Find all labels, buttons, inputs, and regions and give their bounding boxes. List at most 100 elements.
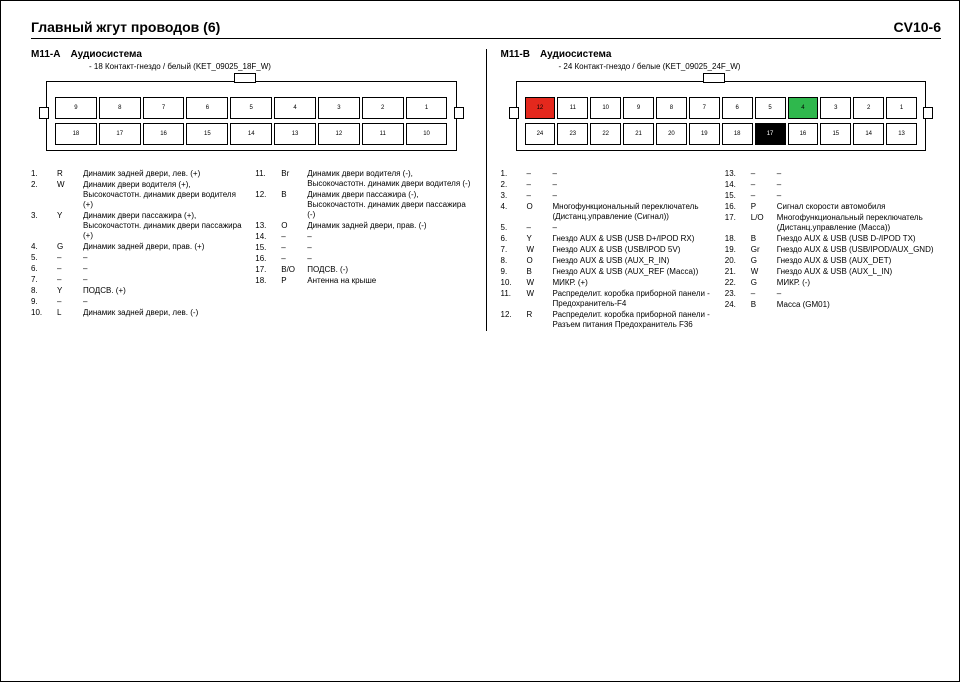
legend-row: 8. Y ПОДСВ. (+) (31, 286, 247, 296)
legend-desc: – (83, 264, 247, 274)
pin-12: 12 (525, 97, 556, 119)
legend-wire-color: Gr (751, 245, 773, 255)
legend-wire-color: R (527, 310, 549, 330)
pin-13: 13 (274, 123, 316, 145)
column-divider (486, 49, 487, 331)
legend-desc: Динамик задней двери, лев. (-) (83, 308, 247, 318)
legend-desc: – (83, 297, 247, 307)
legend-pin-num: 4. (31, 242, 53, 252)
connector-panel-b: M11-BАудиосистема- 24 Контакт-гнездо / б… (501, 49, 942, 331)
legend-wire-color: B (281, 190, 303, 220)
legend-row: 13. O Динамик задней двери, прав. (-) (255, 221, 471, 231)
title-row: Главный жгут проводов (6) CV10-6 (31, 19, 941, 39)
legend-desc: Гнездо AUX & USB (AUX_REF (Масса)) (553, 267, 717, 277)
legend-pin-num: 8. (31, 286, 53, 296)
legend-wire-color: W (527, 289, 549, 309)
connector-diagram: 987654321181716151413121110 (31, 77, 472, 155)
legend-pin-num: 21. (725, 267, 747, 277)
legend-desc: – (307, 254, 471, 264)
legend-row: 8.OГнездо AUX & USB (AUX_R_IN) (501, 256, 717, 266)
legend-wire-color: G (751, 256, 773, 266)
pin-15: 15 (186, 123, 228, 145)
legend-desc: Гнездо AUX & USB (AUX_L_IN) (777, 267, 941, 277)
legend-pin-num: 2. (31, 180, 53, 210)
pin-13: 13 (886, 123, 917, 145)
legend-pin-num: 14. (725, 180, 747, 190)
legend-wire-color: P (751, 202, 773, 212)
pin-24: 24 (525, 123, 556, 145)
legend-row: 2.–– (501, 180, 717, 190)
pin-8: 8 (656, 97, 687, 119)
legend-wire-color: B/O (281, 265, 303, 275)
pin-5: 5 (755, 97, 786, 119)
legend-row: 9.BГнездо AUX & USB (AUX_REF (Масса)) (501, 267, 717, 277)
legend-wire-color: B (751, 300, 773, 310)
legend-wire-color: P (281, 276, 303, 286)
legend-desc: Антенна на крыше (307, 276, 471, 286)
legend-row: 15.–– (255, 243, 471, 253)
legend-desc: Распределит. коробка приборной панели - … (553, 310, 717, 330)
pin-10: 10 (590, 97, 621, 119)
legend-desc: Гнездо AUX & USB (AUX_DET) (777, 256, 941, 266)
legend-wire-color: – (751, 289, 773, 299)
legend-wire-color: Br (281, 169, 303, 189)
legend-desc: Динамик задней двери, лев. (+) (83, 169, 247, 179)
legend-desc: Динамик задней двери, прав. (-) (307, 221, 471, 231)
pin-5: 5 (230, 97, 272, 119)
legend-pin-num: 3. (501, 191, 523, 201)
legend-wire-color: W (527, 245, 549, 255)
legend-desc: Сигнал скорости автомобиля (777, 202, 941, 212)
legend-pin-num: 9. (31, 297, 53, 307)
legend-desc: Динамик двери водителя (-), Высокочастот… (307, 169, 471, 189)
legend-pin-num: 22. (725, 278, 747, 288)
pin-11: 11 (362, 123, 404, 145)
legend-desc: Динамик двери пассажира (+), Высокочасто… (83, 211, 247, 241)
connector-title: Аудиосистема (70, 49, 141, 60)
legend-pin-num: 2. (501, 180, 523, 190)
pin-18: 18 (722, 123, 753, 145)
legend-pin-num: 23. (725, 289, 747, 299)
legend-desc: Гнездо AUX & USB (USB D-/IPOD TX) (777, 234, 941, 244)
legend-pin-num: 18. (725, 234, 747, 244)
pin-19: 19 (689, 123, 720, 145)
legend-desc: Гнездо AUX & USB (USB/IPOD 5V) (553, 245, 717, 255)
legend-desc: Гнездо AUX & USB (USB/IPOD/AUX_GND) (777, 245, 941, 255)
legend-pin-num: 1. (501, 169, 523, 179)
legend-wire-color: – (527, 180, 549, 190)
legend-wire-color: L/O (751, 213, 773, 233)
legend-desc: – (553, 191, 717, 201)
legend-desc: Динамик двери пассажира (-), Высокочасто… (307, 190, 471, 220)
legend-desc: – (777, 180, 941, 190)
pin-3: 3 (820, 97, 851, 119)
legend-desc: ПОДСВ. (+) (83, 286, 247, 296)
legend-pin-num: 15. (255, 243, 277, 253)
legend-desc: ПОДСВ. (-) (307, 265, 471, 275)
legend-pin-num: 11. (255, 169, 277, 189)
legend-row: 21.WГнездо AUX & USB (AUX_L_IN) (725, 267, 941, 277)
legend-wire-color: – (527, 223, 549, 233)
legend-wire-color: Y (527, 234, 549, 244)
legend-row: 19.GrГнездо AUX & USB (USB/IPOD/AUX_GND) (725, 245, 941, 255)
legend-wire-color: – (527, 191, 549, 201)
legend-pin-num: 5. (501, 223, 523, 233)
pin-17: 17 (755, 123, 786, 145)
pin-17: 17 (99, 123, 141, 145)
connector-title: Аудиосистема (540, 49, 611, 60)
legend-pin-num: 16. (725, 202, 747, 212)
legend-desc: Многофункциональный переключатель (Диста… (553, 202, 717, 222)
legend-desc: Динамик задней двери, прав. (+) (83, 242, 247, 252)
connector-subtitle: - 18 Контакт-гнездо / белый (KET_09025_1… (89, 62, 472, 71)
legend-pin-num: 13. (255, 221, 277, 231)
legend-row: 6.YГнездо AUX & USB (USB D+/IPOD RX) (501, 234, 717, 244)
legend-desc: МИКР. (+) (553, 278, 717, 288)
legend-row: 20.GГнездо AUX & USB (AUX_DET) (725, 256, 941, 266)
legend-wire-color: Y (57, 286, 79, 296)
legend-row: 14.–– (725, 180, 941, 190)
legend-wire-color: – (751, 169, 773, 179)
legend-wire-color: O (281, 221, 303, 231)
pin-12: 12 (318, 123, 360, 145)
legend-row: 15.–– (725, 191, 941, 201)
legend-wire-color: – (57, 275, 79, 285)
pin-22: 22 (590, 123, 621, 145)
connector-subtitle: - 24 Контакт-гнездо / белые (KET_09025_2… (559, 62, 942, 71)
